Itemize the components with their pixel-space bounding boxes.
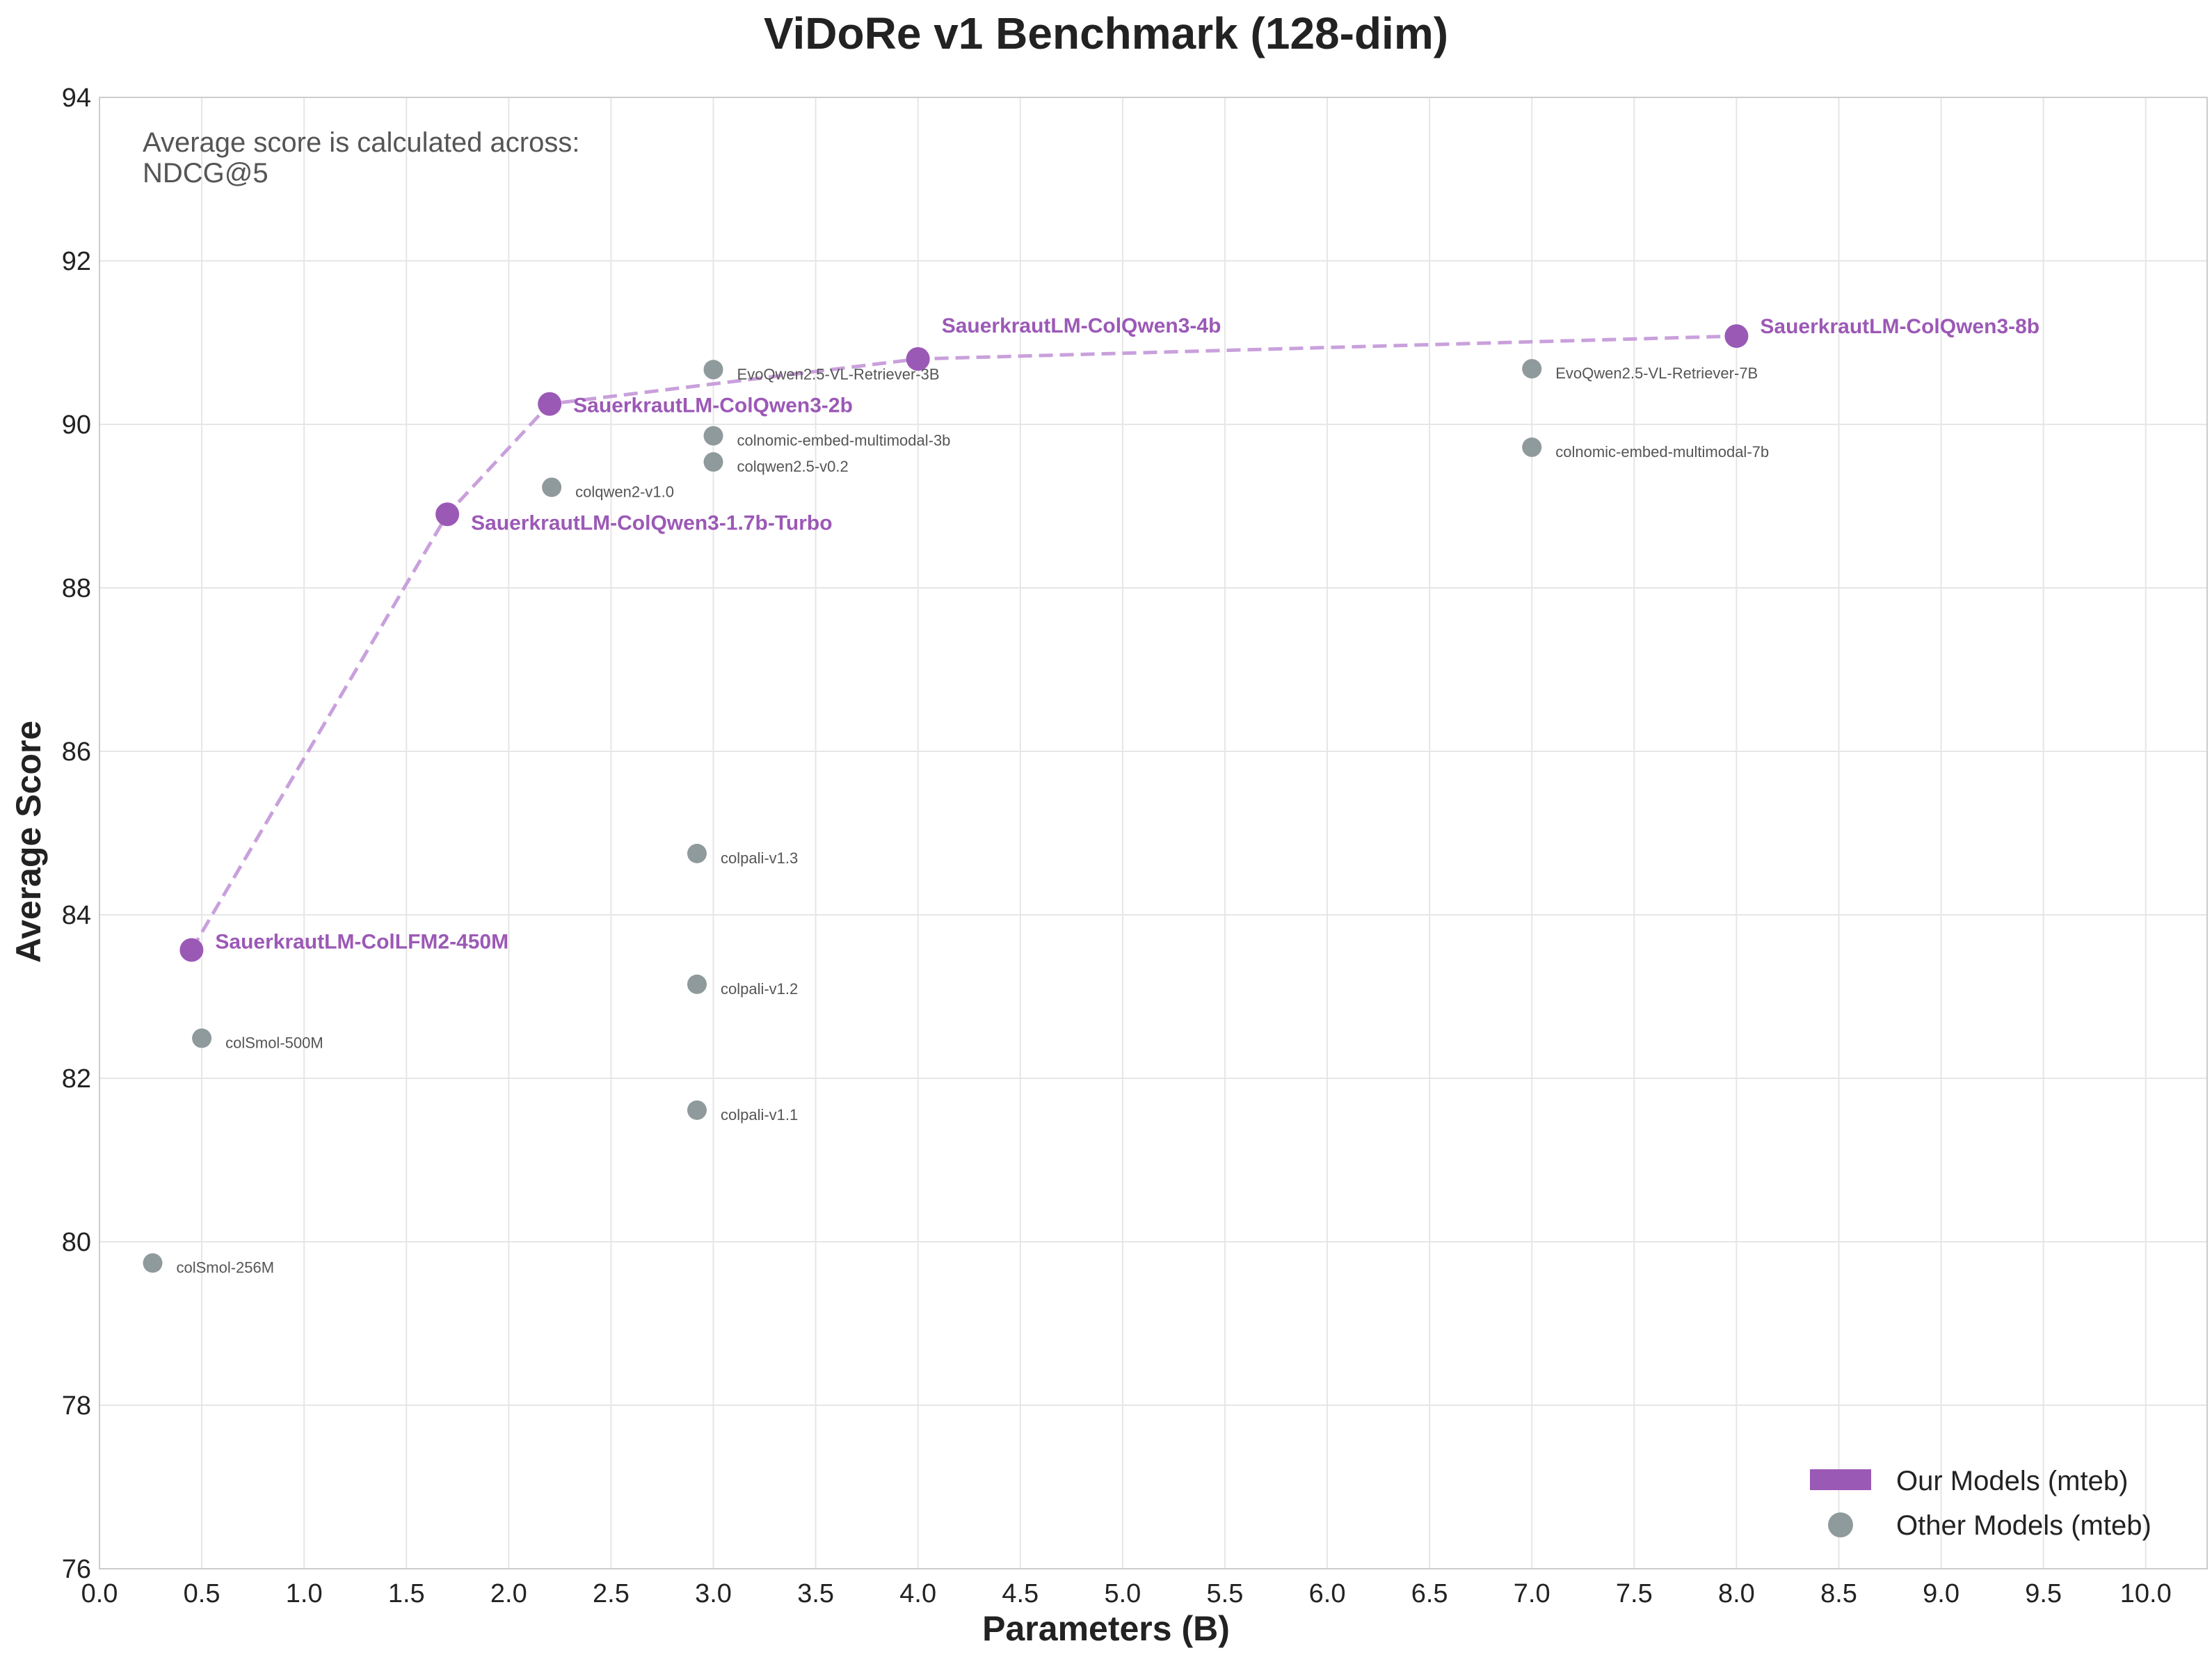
tick-layer: 0.0 0.5 1.0 1.5 2.0 2.5 3.0 3.5 4.0 4.5 5.0 5.5 6.0 6… [62, 83, 2172, 1608]
y-tick-label: 86 [62, 737, 91, 767]
x-tick-label: 2.0 [490, 1579, 527, 1608]
other-model-point [192, 1028, 212, 1048]
y-tick-label: 78 [62, 1391, 91, 1421]
other-model-label: colSmol-500M [225, 1034, 323, 1051]
annotation-line-2: NDCG@5 [143, 158, 269, 189]
our-model-label: SauerkrautLM-ColQwen3-1.7b-Turbo [471, 511, 833, 534]
legend-our-label: Our Models (mteb) [1896, 1466, 2128, 1496]
legend-other-label: Other Models (mteb) [1896, 1510, 2151, 1541]
x-tick-label: 7.5 [1616, 1579, 1653, 1608]
y-tick-label: 80 [62, 1228, 91, 1257]
x-tick-label: 9.0 [1923, 1579, 1959, 1608]
x-tick-label: 6.5 [1411, 1579, 1448, 1608]
other-model-label: colSmol-256M [176, 1259, 274, 1277]
other-model-point [703, 426, 723, 446]
y-tick-label: 92 [62, 247, 91, 276]
other-model-label: colpali-v1.1 [721, 1106, 798, 1124]
plot-frame [99, 97, 2208, 1569]
x-tick-label: 7.0 [1514, 1579, 1550, 1608]
other-model-point [542, 477, 562, 497]
x-tick-label: 5.5 [1207, 1579, 1244, 1608]
our-models-line [190, 334, 1737, 951]
our-model-point [906, 347, 930, 371]
other-model-label: EvoQwen2.5-VL-Retriever-7B [1555, 365, 1758, 382]
y-tick-label: 82 [62, 1064, 91, 1094]
x-tick-label: 2.5 [593, 1579, 630, 1608]
our-model-label: SauerkrautLM-ColQwen3-8b [1760, 315, 2039, 338]
our-model-point [435, 502, 460, 527]
other-model-point [687, 843, 707, 863]
x-tick-label: 0.0 [81, 1579, 118, 1608]
x-tick-label: 5.0 [1104, 1579, 1141, 1608]
x-tick-label: 4.5 [1002, 1579, 1039, 1608]
other-model-point [703, 452, 723, 472]
series-line-layer [190, 334, 1737, 951]
other-model-label: colqwen2.5-v0.2 [737, 458, 849, 475]
other-model-point [703, 360, 723, 380]
our-model-point [538, 392, 562, 416]
our-model-label: SauerkrautLM-ColQwen3-4b [942, 314, 1221, 337]
x-tick-label: 10.0 [2120, 1579, 2172, 1608]
x-axis-label: Parameters (B) [982, 1609, 1230, 1648]
y-tick-label: 76 [62, 1555, 91, 1584]
x-tick-label: 6.0 [1309, 1579, 1346, 1608]
x-tick-label: 3.0 [695, 1579, 732, 1608]
annotation-line-1: Average score is calculated across: [143, 127, 579, 158]
other-model-label: colpali-v1.2 [721, 980, 798, 998]
our-model-point [179, 938, 204, 962]
legend-other-swatch [1828, 1512, 1853, 1537]
chart-title: ViDoRe v1 Benchmark (128-dim) [764, 8, 1448, 58]
x-tick-label: 1.0 [286, 1579, 323, 1608]
y-tick-label: 94 [62, 83, 91, 113]
y-axis-label: Average Score [9, 721, 48, 963]
other-model-label: colqwen2-v1.0 [575, 483, 674, 500]
other-model-point [143, 1253, 163, 1273]
our-model-label: SauerkrautLM-ColQwen3-2b [573, 394, 853, 417]
other-model-label: colnomic-embed-multimodal-3b [737, 431, 951, 449]
other-model-point [687, 1100, 707, 1120]
x-tick-label: 1.5 [388, 1579, 425, 1608]
legend: Our Models (mteb) Other Models (mteb) [1810, 1466, 2151, 1541]
x-tick-label: 0.5 [184, 1579, 221, 1608]
point-layer: colSmol-256M colSmol-500M colqwen2-v1.0 col… [143, 314, 2039, 1277]
y-tick-label: 88 [62, 574, 91, 603]
x-tick-label: 3.5 [797, 1579, 834, 1608]
other-model-label: colnomic-embed-multimodal-7b [1555, 443, 1769, 461]
x-tick-label: 8.0 [1718, 1579, 1755, 1608]
x-tick-label: 4.0 [899, 1579, 936, 1608]
other-model-point [1522, 437, 1542, 457]
x-tick-label: 9.5 [2025, 1579, 2062, 1608]
other-model-label: EvoQwen2.5-VL-Retriever-3B [737, 365, 940, 383]
legend-our-swatch [1810, 1469, 1871, 1490]
our-model-point [1724, 324, 1749, 349]
other-model-label: colpali-v1.3 [721, 849, 798, 867]
other-model-point [687, 974, 707, 994]
x-tick-label: 8.5 [1820, 1579, 1857, 1608]
our-model-label: SauerkrautLM-ColLFM2-450M [215, 931, 508, 954]
y-tick-label: 90 [62, 410, 91, 440]
y-tick-label: 84 [62, 901, 91, 930]
other-model-point [1522, 359, 1542, 379]
